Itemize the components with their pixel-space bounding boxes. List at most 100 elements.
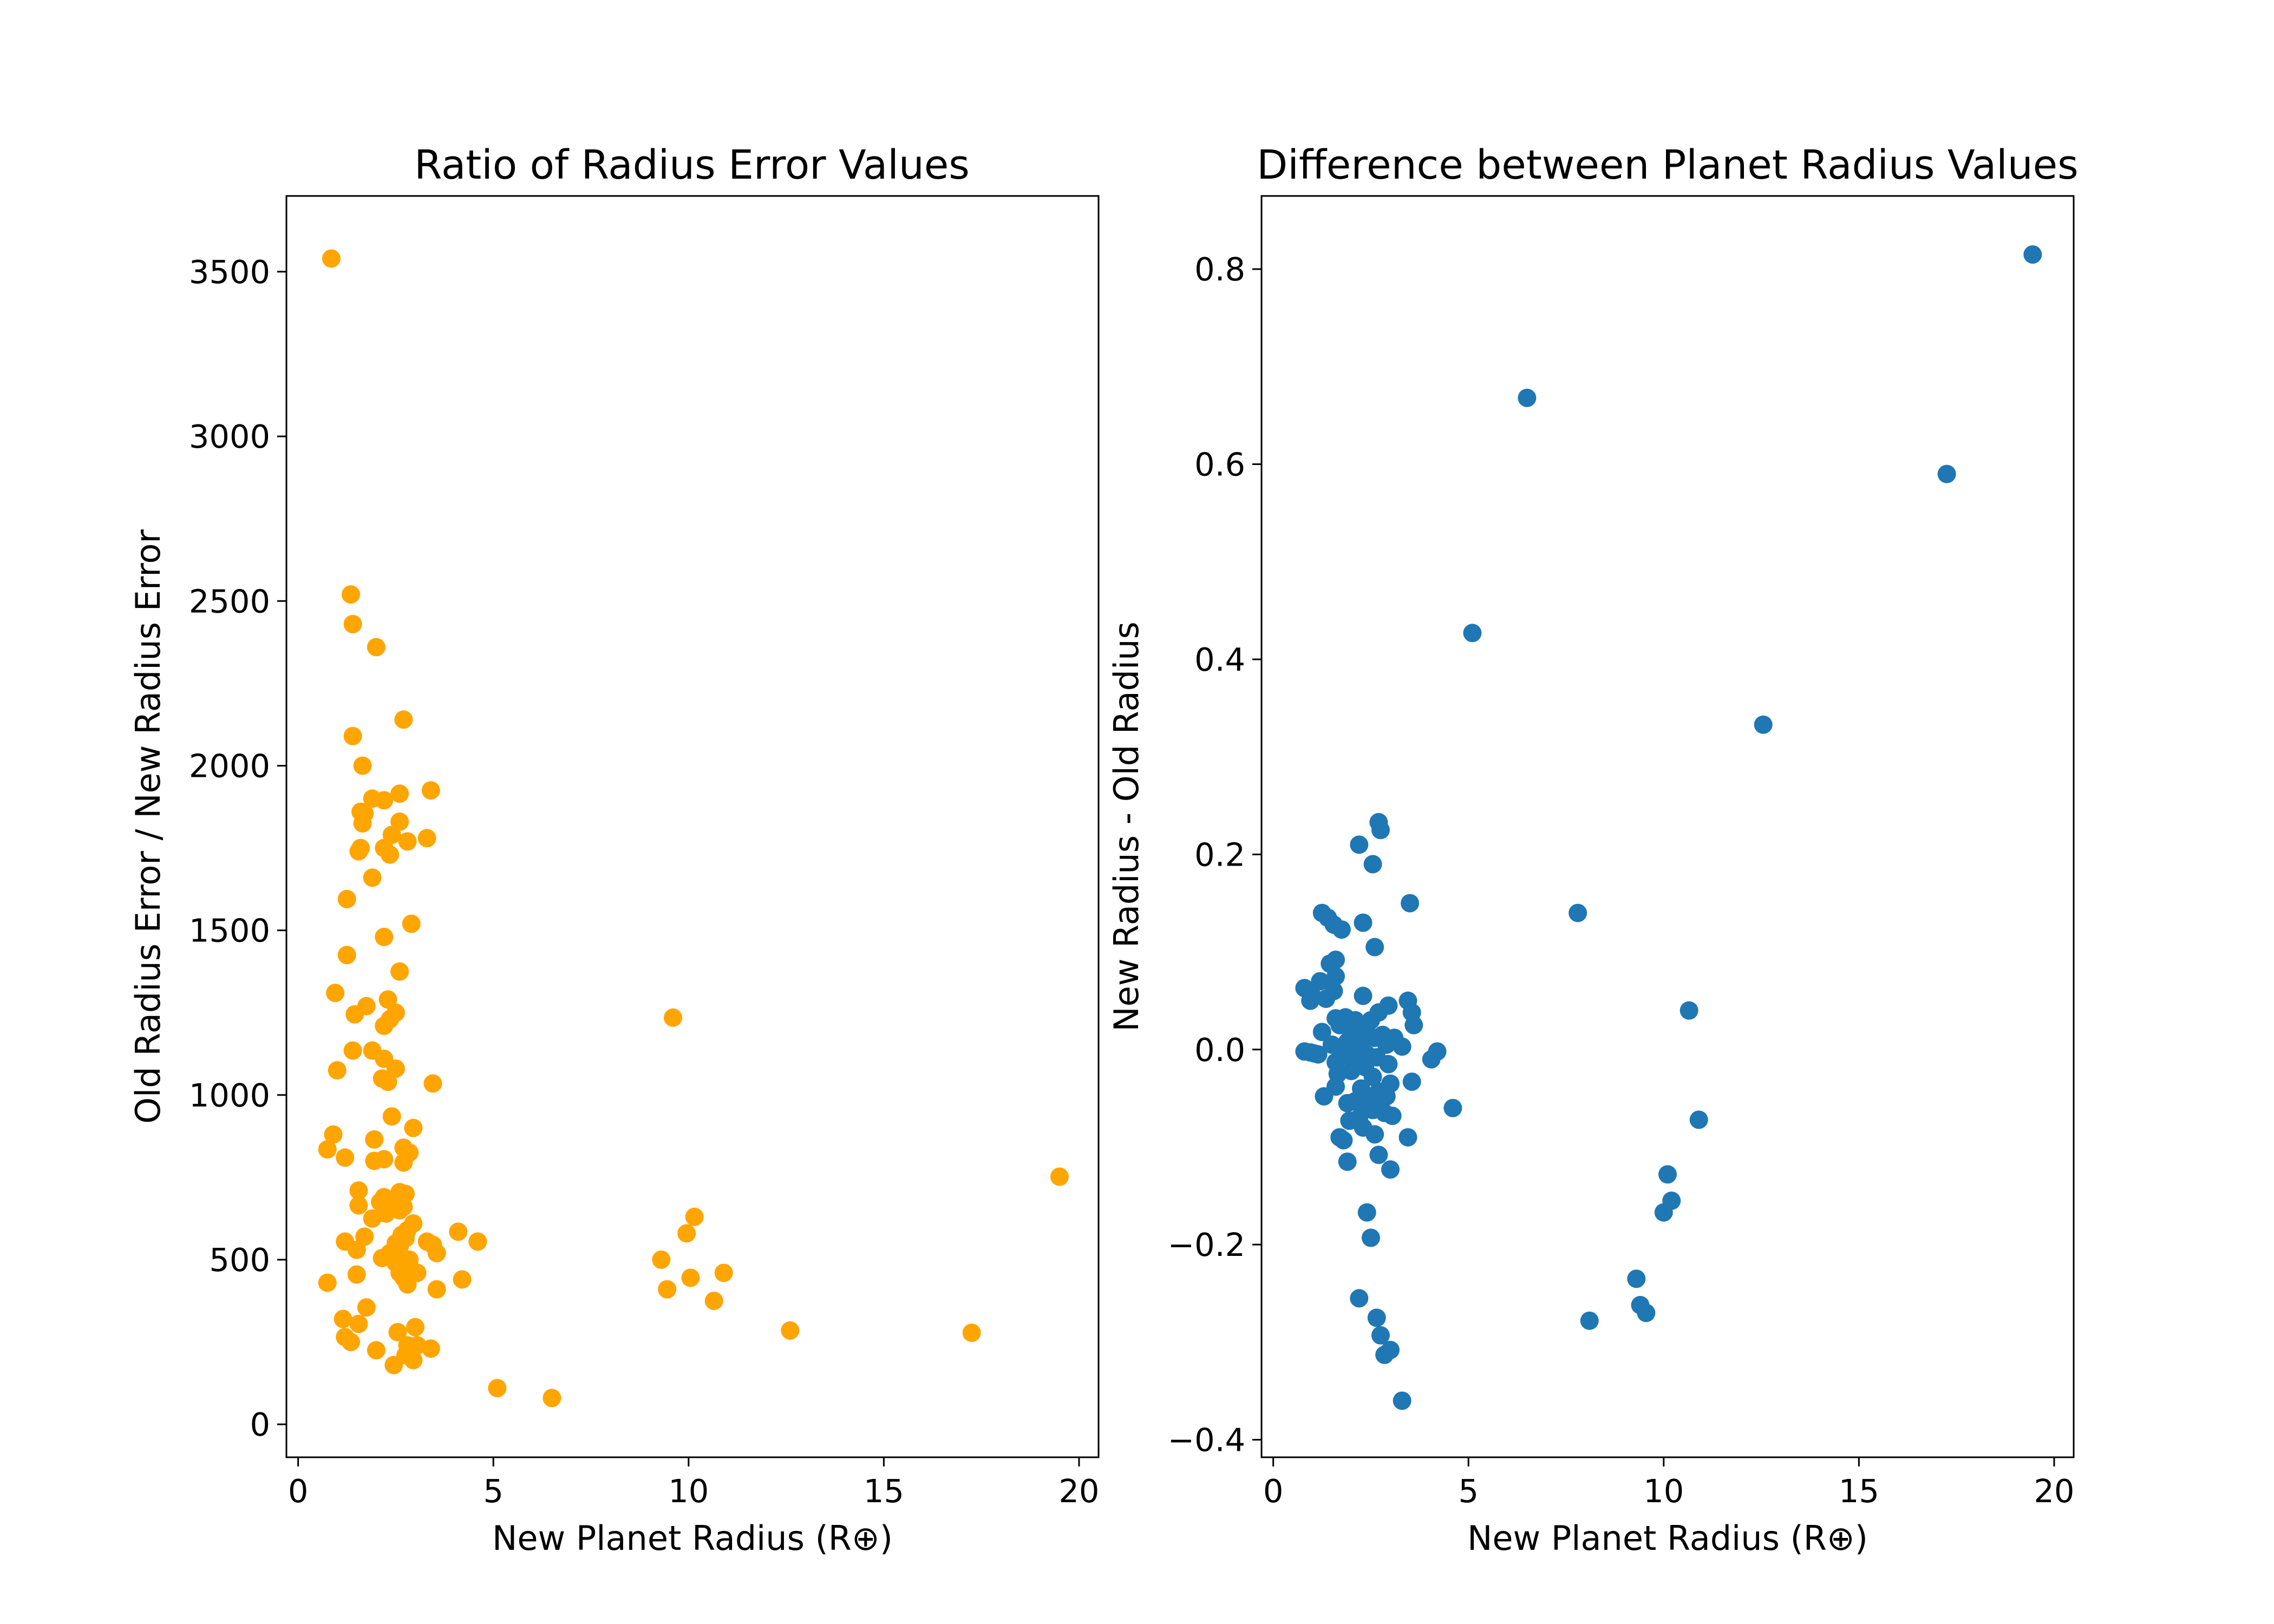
left-data-point <box>345 1005 364 1024</box>
left-data-point <box>326 984 345 1003</box>
right-data-point <box>1383 1106 1402 1125</box>
left-data-point <box>343 614 362 633</box>
right-data-point <box>1401 894 1420 913</box>
right-data-point <box>1327 967 1345 986</box>
right-data-point <box>1463 624 1482 643</box>
right-data-point <box>1393 1391 1412 1410</box>
right-y-tick-label: 0.4 <box>1194 641 1245 678</box>
left-panel: Ratio of Radius Error Values 0 5 10 15 20 0 50… <box>128 142 1100 1558</box>
left-y-tick-label: 500 <box>209 1241 270 1279</box>
right-data-point <box>1375 1345 1394 1364</box>
left-y-axis-label: Old Radius Error / New Radius Error <box>128 529 168 1124</box>
right-data-point <box>1354 913 1373 932</box>
right-data-point <box>1342 1062 1361 1081</box>
right-y-tick-label: −0.4 <box>1168 1422 1245 1459</box>
right-y-axis-label: New Radius - Old Radius <box>1107 621 1146 1032</box>
left-data-point <box>658 1280 677 1299</box>
left-data-point <box>714 1263 733 1282</box>
left-data-point <box>337 889 356 908</box>
right-plot-area: 0 5 10 15 20 −0.4 −0.2 0.0 0.2 0.4 0.6 0.8 <box>1168 245 2074 1510</box>
left-data-point <box>347 1265 366 1284</box>
left-data-point <box>363 1209 382 1228</box>
left-data-point <box>677 1224 696 1243</box>
left-data-point <box>349 1181 368 1200</box>
right-data-point <box>1569 903 1587 922</box>
right-data-point <box>1350 1289 1369 1308</box>
left-x-tick-label: 20 <box>1058 1472 1099 1510</box>
right-data-point <box>1309 1045 1328 1064</box>
right-data-point <box>1637 1304 1656 1322</box>
right-data-point <box>1316 990 1335 1009</box>
right-data-point <box>1381 1160 1400 1179</box>
left-data-point <box>402 914 421 933</box>
left-y-tick-label: 1000 <box>189 1077 270 1114</box>
right-chart-title: Difference between Planet Radius Values <box>1257 142 2078 188</box>
right-data-point <box>1379 1055 1398 1073</box>
right-y-tick-label: 0.6 <box>1194 446 1245 483</box>
left-data-point <box>367 1341 385 1360</box>
right-data-point <box>1367 1308 1386 1327</box>
right-x-tick-label: 5 <box>1458 1472 1479 1510</box>
left-data-point <box>365 1151 384 1170</box>
right-data-point <box>1361 1228 1380 1247</box>
right-data-point <box>1338 1093 1357 1112</box>
left-y-tick-label: 3000 <box>189 418 270 455</box>
right-data-point <box>1301 991 1320 1010</box>
right-data-point <box>1518 389 1537 408</box>
left-data-point <box>398 832 417 851</box>
right-x-tick-label: 15 <box>1839 1472 1879 1510</box>
right-data-point <box>1371 821 1390 840</box>
left-data-point <box>341 1333 360 1352</box>
left-data-point <box>363 868 382 887</box>
left-data-point <box>363 789 382 808</box>
left-data-point <box>318 1140 337 1159</box>
right-data-point <box>1404 1016 1423 1034</box>
left-data-point <box>336 1148 355 1167</box>
left-data-point <box>357 1298 376 1317</box>
left-data-point <box>423 1074 442 1093</box>
right-y-tick-label: 0.8 <box>1194 251 1245 288</box>
left-data-point <box>417 829 436 848</box>
left-plot-area: 0 5 10 15 20 0 500 1000 1500 2000 2500 3000 3500 <box>189 249 1099 1510</box>
left-data-point <box>543 1389 561 1407</box>
left-data-point <box>488 1379 507 1398</box>
right-data-point <box>1357 1203 1376 1222</box>
left-data-point <box>382 1107 401 1126</box>
left-data-point <box>384 1355 403 1374</box>
right-data-point <box>1422 1050 1441 1069</box>
right-data-point <box>1365 938 1384 957</box>
left-data-point <box>322 249 341 268</box>
right-x-tick-label: 20 <box>2034 1472 2074 1510</box>
left-data-point <box>685 1207 704 1226</box>
left-chart-title: Ratio of Radius Error Values <box>414 142 970 188</box>
right-x-tick-label: 0 <box>1263 1472 1284 1510</box>
left-data-point <box>328 1061 347 1080</box>
left-data-point <box>468 1232 487 1251</box>
left-data-point <box>388 1322 407 1341</box>
left-data-point <box>341 585 360 604</box>
left-data-point <box>365 1130 384 1149</box>
right-data-point <box>1354 986 1373 1005</box>
left-y-tick-label: 2000 <box>189 747 270 784</box>
right-y-tick-label: 0.0 <box>1194 1031 1245 1069</box>
left-data-point <box>353 814 372 833</box>
left-data-point <box>349 1196 368 1215</box>
left-data-point <box>449 1222 468 1241</box>
right-plot-frame <box>1260 195 2075 1458</box>
right-data-point <box>1627 1269 1646 1288</box>
right-y-tick-label: −0.2 <box>1168 1226 1245 1263</box>
right-data-point <box>1580 1311 1599 1330</box>
right-data-point <box>2023 245 2042 264</box>
right-data-point <box>1654 1203 1673 1222</box>
left-data-point <box>421 1339 440 1358</box>
right-data-point <box>1334 1131 1353 1150</box>
left-data-point <box>381 845 400 864</box>
left-data-point <box>453 1270 472 1289</box>
left-data-point <box>390 784 409 803</box>
left-data-point <box>652 1250 671 1269</box>
left-data-point <box>781 1321 800 1340</box>
left-data-point <box>351 839 370 857</box>
left-x-axis-label: New Planet Radius (R⊕) <box>492 1518 893 1558</box>
right-y-tick-label: 0.2 <box>1194 836 1245 873</box>
